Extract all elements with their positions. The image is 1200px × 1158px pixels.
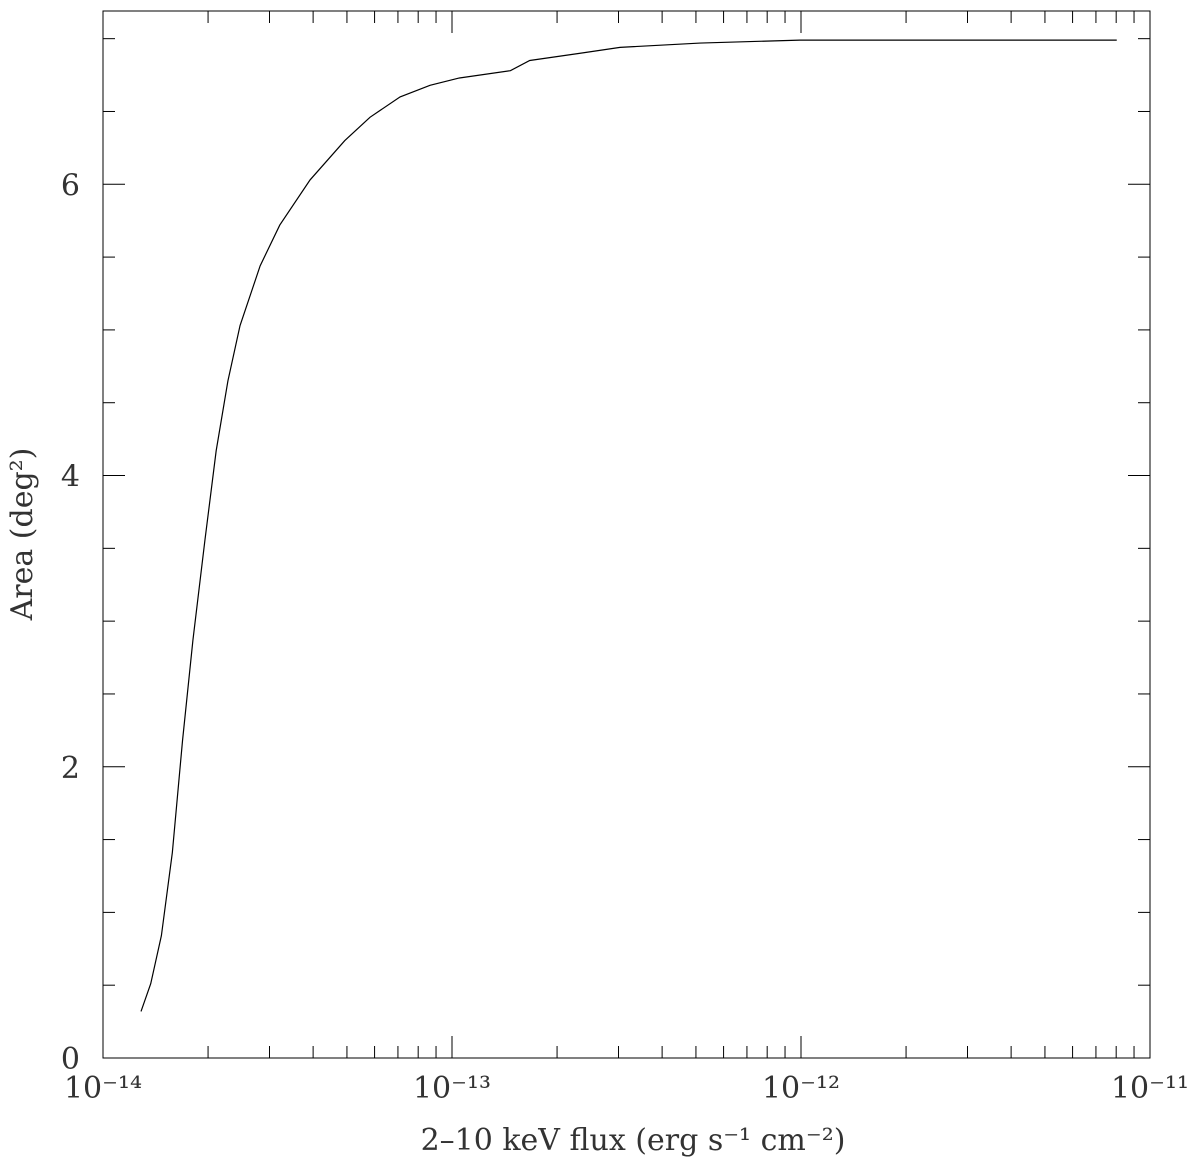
y-tick-label: 0: [61, 1042, 80, 1077]
x-tick-label: 10⁻¹¹: [1111, 1071, 1189, 1106]
x-tick-label: 10⁻¹³: [413, 1071, 491, 1106]
y-tick-label: 6: [61, 168, 80, 203]
plot-frame: [102, 10, 1151, 1059]
x-axis-label: 2–10 keV flux (erg s⁻¹ cm⁻²): [421, 1123, 846, 1158]
x-tick-label: 10⁻¹⁴: [64, 1071, 142, 1106]
area-curve: [140, 39, 1117, 1012]
y-axis-label: Area (deg²): [5, 448, 40, 622]
x-tick-label: 10⁻¹²: [762, 1071, 840, 1106]
y-tick-label: 4: [61, 460, 80, 495]
y-tick-label: 2: [61, 751, 80, 786]
